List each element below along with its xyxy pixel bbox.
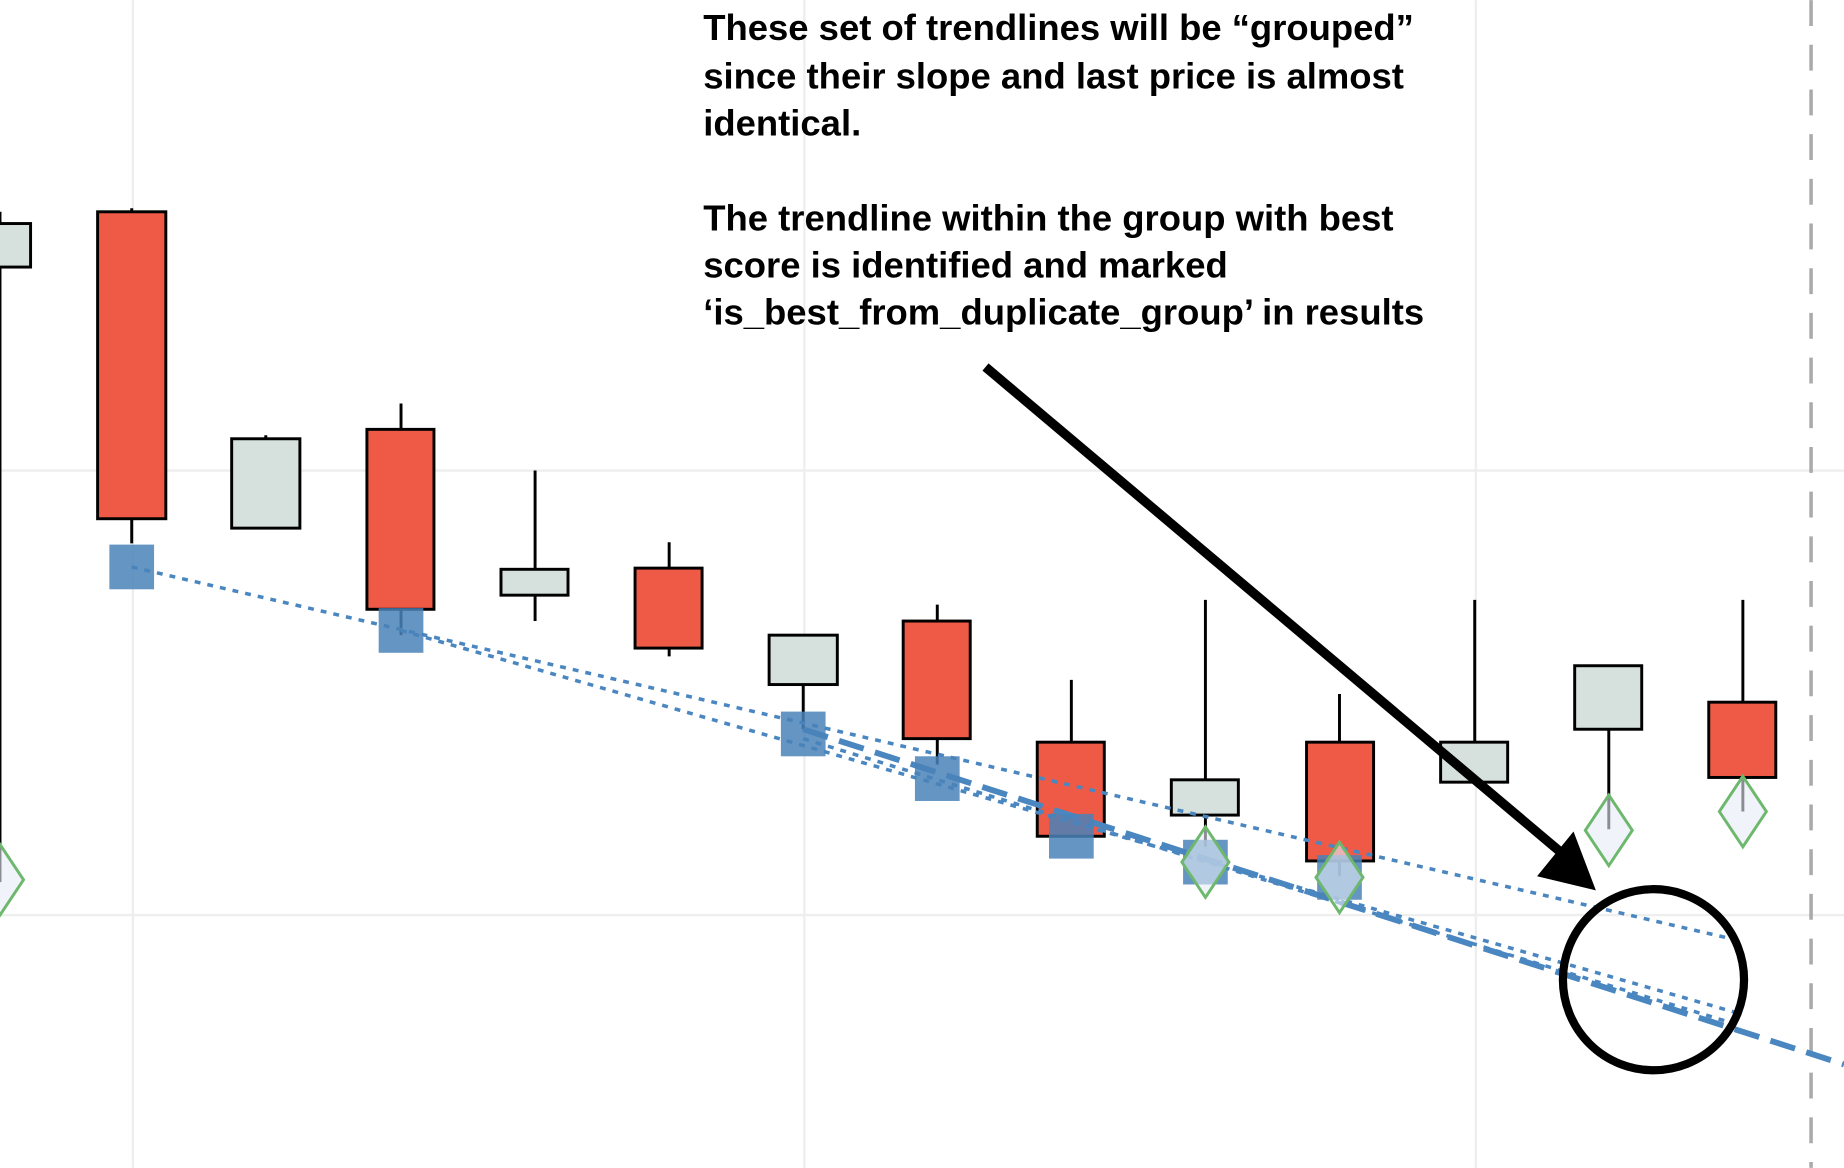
pivot-markers	[0, 544, 1769, 918]
annotation-line: score is identified and marked	[703, 245, 1227, 286]
candle	[901, 619, 972, 741]
touch-marker	[1583, 792, 1635, 869]
touch-marker	[1314, 839, 1365, 916]
candle	[1573, 664, 1644, 731]
annotation-line: ‘is_best_from_duplicate_group’ in result…	[703, 292, 1424, 333]
highlight-circle	[1558, 885, 1749, 1075]
candle	[96, 210, 168, 521]
candle	[767, 633, 839, 687]
arrow-shaft	[982, 363, 1568, 859]
candle	[1169, 778, 1240, 817]
candle	[230, 437, 302, 530]
candle	[499, 567, 570, 597]
candle	[0, 222, 33, 269]
pivot-low	[378, 608, 424, 653]
arrow-head	[1537, 831, 1596, 891]
pivot-low	[109, 544, 155, 590]
candle	[1707, 700, 1778, 779]
annotation: These set of trendlines will be “grouped…	[703, 7, 1424, 333]
candle	[365, 427, 436, 611]
touch-marker	[1717, 773, 1769, 850]
annotation-line: These set of trendlines will be “grouped…	[703, 7, 1414, 48]
annotation-line: The trendline within the group with best	[703, 198, 1393, 239]
candles	[0, 208, 1778, 883]
candle	[633, 566, 704, 650]
touch-marker	[1180, 824, 1231, 901]
pivot-low	[914, 756, 960, 801]
pivot-low	[1049, 813, 1094, 859]
trendline	[802, 736, 1742, 1028]
touch-marker	[0, 841, 26, 918]
annotation-line: since their slope and last price is almo…	[703, 55, 1404, 96]
annotation-line: identical.	[703, 102, 861, 143]
pivot-low	[780, 711, 826, 757]
callout	[982, 363, 1749, 1075]
